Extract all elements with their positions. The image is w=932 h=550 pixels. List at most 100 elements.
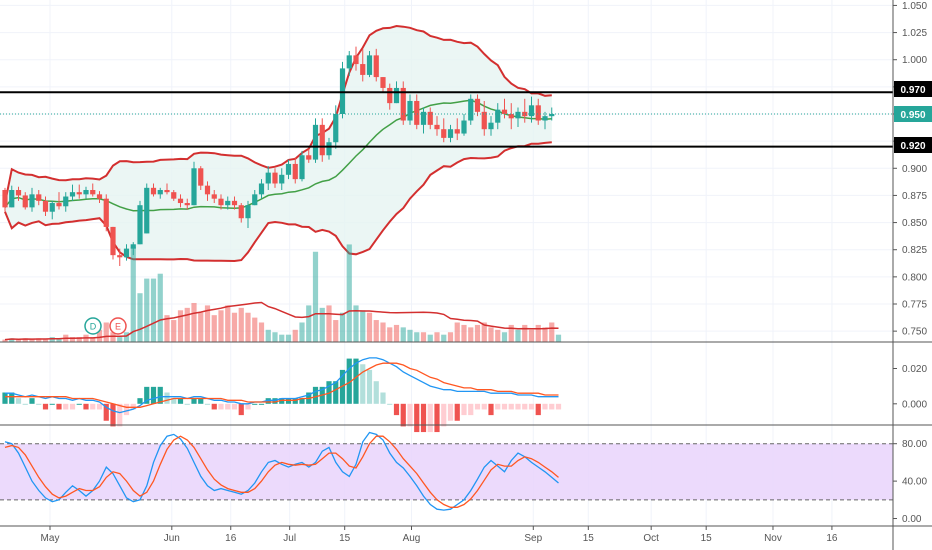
candle-body bbox=[312, 124, 319, 160]
x-tick-label: Nov bbox=[764, 533, 782, 544]
candle-body bbox=[198, 168, 204, 186]
macd-line bbox=[5, 357, 559, 414]
candle-body bbox=[49, 203, 55, 212]
volume-bar bbox=[380, 322, 386, 342]
price-tick-label: 0.750 bbox=[902, 327, 927, 338]
volume-bar bbox=[319, 307, 325, 342]
volume-bar bbox=[76, 337, 82, 342]
macd-histogram-bar bbox=[238, 403, 244, 416]
price-tick-label: 0.900 bbox=[902, 164, 927, 175]
candle-body bbox=[90, 190, 96, 195]
candle-body bbox=[285, 163, 292, 175]
macd-histogram-bar bbox=[420, 403, 427, 433]
oscillator-axis[interactable]: 80.00 40.00 0.00 bbox=[893, 439, 927, 525]
candle-body bbox=[252, 194, 258, 206]
macd-histogram-bar bbox=[157, 386, 163, 404]
osc-tick-label: 40.00 bbox=[902, 477, 927, 488]
macd-tick-label: 0.000 bbox=[902, 399, 927, 410]
macd-histogram-bar bbox=[400, 403, 406, 427]
macd-histogram-bar bbox=[22, 403, 28, 405]
volume-bar bbox=[481, 322, 487, 342]
macd-pane[interactable] bbox=[2, 357, 562, 433]
price-tick-label: 0.875 bbox=[902, 191, 927, 202]
x-tick-label: Jun bbox=[164, 533, 180, 544]
candle-body bbox=[29, 194, 35, 208]
x-tick-label: 15 bbox=[583, 533, 595, 544]
volume-bar bbox=[164, 315, 170, 342]
volume-bar bbox=[191, 302, 197, 342]
macd-histogram-bar bbox=[69, 403, 76, 410]
candle-body bbox=[447, 129, 454, 138]
oscillator-pane[interactable] bbox=[0, 431, 893, 511]
macd-histogram-bar bbox=[454, 403, 460, 421]
volume-bar bbox=[353, 305, 359, 342]
macd-histogram-bar bbox=[522, 403, 528, 410]
candle-body bbox=[123, 248, 130, 258]
volume-bar bbox=[441, 334, 447, 342]
bollinger-band-fill bbox=[5, 26, 552, 261]
candle-body bbox=[22, 195, 28, 208]
macd-histogram-bar bbox=[29, 398, 35, 404]
candle-body bbox=[137, 205, 143, 245]
candle-body bbox=[488, 122, 494, 130]
candle-body bbox=[474, 98, 481, 112]
price-pane[interactable] bbox=[0, 24, 893, 342]
macd-histogram-bar bbox=[198, 398, 204, 404]
candle-body bbox=[454, 129, 460, 134]
volume-bar bbox=[535, 324, 541, 342]
earnings-marker[interactable]: E bbox=[109, 317, 127, 335]
candle-body bbox=[495, 109, 501, 123]
macd-histogram-bar bbox=[481, 403, 487, 410]
volume-bar bbox=[15, 339, 22, 342]
last-price-badge-bg bbox=[894, 106, 932, 122]
macd-histogram-bar bbox=[225, 403, 231, 410]
macd-histogram-bar bbox=[150, 386, 157, 404]
volume-bar bbox=[272, 332, 278, 342]
volume-bar bbox=[157, 273, 163, 342]
time-axis[interactable]: May Jun 16 Jul 15 Aug Sep 15 Oct 15 Nov 16 bbox=[41, 526, 838, 544]
oscillator-band-zone bbox=[0, 443, 893, 500]
macd-axis[interactable]: 0.020 0.000 bbox=[893, 364, 927, 410]
candle-body bbox=[373, 55, 379, 78]
candle-body bbox=[542, 116, 548, 121]
volume-bar bbox=[414, 332, 420, 342]
volume-bar bbox=[326, 305, 332, 342]
candle-body bbox=[2, 190, 8, 208]
candle-body bbox=[380, 77, 386, 88]
candle-body bbox=[279, 174, 285, 184]
candle-body bbox=[299, 155, 305, 180]
macd-histogram-bar bbox=[258, 403, 265, 405]
dividend-marker[interactable]: D bbox=[84, 317, 102, 335]
macd-histogram-bar bbox=[130, 403, 136, 410]
candle-body bbox=[468, 98, 474, 121]
volume-bar bbox=[231, 312, 238, 342]
volume-bar bbox=[137, 293, 143, 342]
candle-body bbox=[481, 111, 487, 130]
x-tick-label: Sep bbox=[524, 533, 542, 544]
candle-body bbox=[15, 190, 22, 196]
macd-histogram-bar bbox=[528, 403, 535, 410]
volume-bar bbox=[461, 324, 467, 342]
volume-bar bbox=[393, 324, 400, 342]
macd-histogram-bar bbox=[56, 403, 62, 410]
candle-body bbox=[42, 200, 49, 212]
volume-bar bbox=[103, 322, 109, 342]
candle-body bbox=[103, 198, 109, 227]
earnings-marker-label: E bbox=[115, 322, 121, 332]
volume-bar bbox=[454, 322, 460, 342]
volume-bar bbox=[360, 310, 366, 342]
oscillator-k-line bbox=[4, 431, 559, 511]
level-low-badge-bg bbox=[894, 137, 932, 153]
candle-body bbox=[144, 187, 150, 234]
volume-bar bbox=[96, 329, 103, 342]
candle-body bbox=[211, 194, 217, 199]
candle-body bbox=[110, 226, 116, 256]
candle-body bbox=[353, 55, 359, 65]
candle-body bbox=[461, 120, 467, 134]
volume-bar bbox=[427, 334, 433, 342]
level-high-badge-label: 0.970 bbox=[900, 85, 925, 96]
volume-bar bbox=[218, 310, 224, 342]
candle-body bbox=[245, 205, 251, 219]
volume-bar bbox=[204, 305, 211, 342]
macd-histogram-bar bbox=[211, 403, 217, 410]
